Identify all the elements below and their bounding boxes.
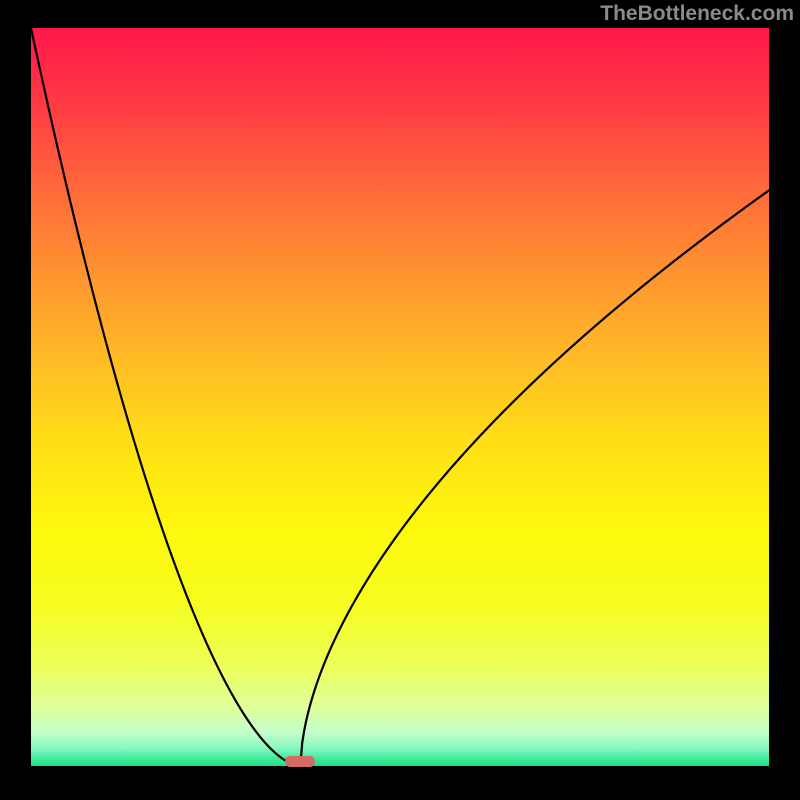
plot-area [31, 28, 769, 766]
chart-container: TheBottleneck.com [0, 0, 800, 800]
watermark-text: TheBottleneck.com [600, 2, 794, 26]
curve-path [31, 29, 769, 766]
valley-marker [285, 756, 315, 767]
bottleneck-curve [31, 28, 769, 766]
